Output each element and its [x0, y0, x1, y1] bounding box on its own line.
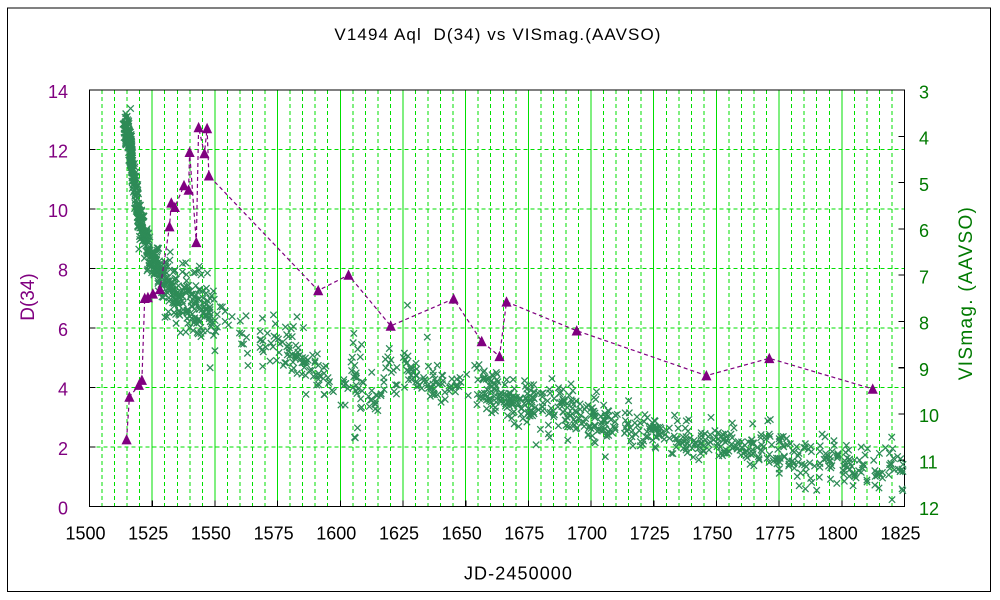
svg-text:1500: 1500: [65, 524, 105, 544]
svg-text:3: 3: [919, 82, 929, 102]
svg-text:2: 2: [58, 439, 68, 459]
svg-text:7: 7: [919, 267, 929, 287]
svg-text:12: 12: [48, 142, 68, 162]
svg-text:1525: 1525: [128, 524, 168, 544]
svg-text:10: 10: [919, 406, 939, 426]
svg-text:1550: 1550: [191, 524, 231, 544]
svg-text:1650: 1650: [442, 524, 482, 544]
svg-text:1575: 1575: [254, 524, 294, 544]
svg-text:5: 5: [919, 175, 929, 195]
svg-text:12: 12: [919, 499, 939, 519]
svg-text:1825: 1825: [880, 524, 920, 544]
svg-text:JD-2450000: JD-2450000: [464, 563, 573, 583]
svg-text:1600: 1600: [316, 524, 356, 544]
svg-text:10: 10: [48, 201, 68, 221]
svg-text:8: 8: [58, 261, 68, 281]
svg-text:4: 4: [58, 380, 68, 400]
svg-text:0: 0: [58, 499, 68, 519]
svg-text:VISmag. (AAVSO): VISmag. (AAVSO): [956, 206, 977, 380]
svg-text:1800: 1800: [818, 524, 858, 544]
svg-text:14: 14: [48, 82, 68, 102]
svg-text:D(34): D(34): [18, 273, 39, 321]
svg-text:1750: 1750: [692, 524, 732, 544]
svg-text:11: 11: [919, 453, 938, 473]
svg-text:6: 6: [58, 320, 68, 340]
svg-text:4: 4: [919, 129, 929, 149]
svg-text:V1494 Aql D(34) vs VISmag.(AA: V1494 Aql D(34) vs VISmag.(AAVSO): [334, 25, 661, 44]
svg-text:8: 8: [919, 314, 929, 334]
svg-text:1725: 1725: [630, 524, 670, 544]
svg-text:1775: 1775: [755, 524, 795, 544]
svg-text:6: 6: [919, 221, 929, 241]
svg-text:1700: 1700: [567, 524, 607, 544]
svg-text:1675: 1675: [504, 524, 544, 544]
svg-text:1625: 1625: [379, 524, 419, 544]
svg-text:9: 9: [919, 360, 929, 380]
